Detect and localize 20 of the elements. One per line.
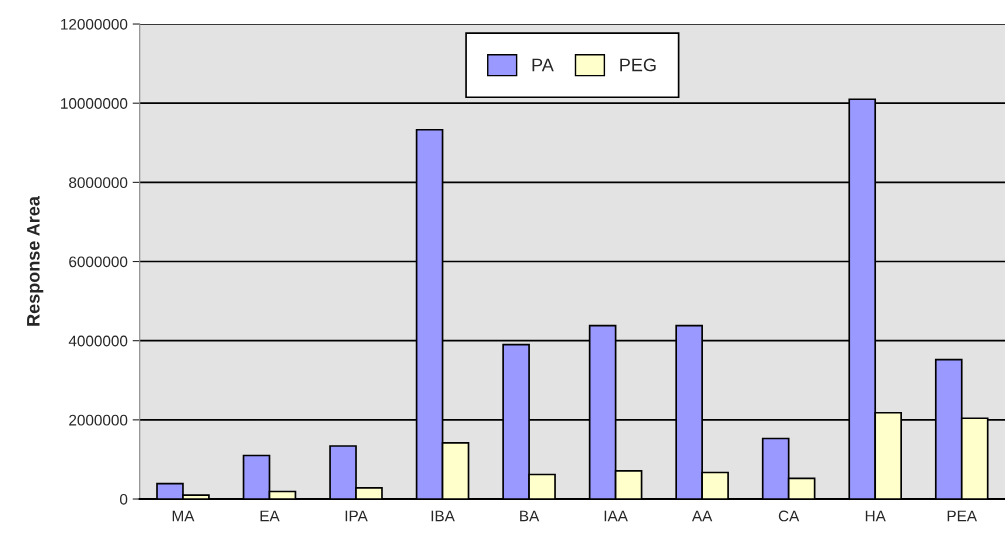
y-axis-title: Response Area xyxy=(27,196,44,326)
y-tick-label: 12000000 xyxy=(61,18,128,30)
x-tick-label: CA xyxy=(778,510,800,522)
y-tick-label: 2000000 xyxy=(69,414,128,426)
y-tick-label: 4000000 xyxy=(68,335,128,347)
x-tick-label: BA xyxy=(520,510,540,522)
legend-label: PEG xyxy=(620,58,656,72)
x-tick-label: IPA xyxy=(345,510,368,522)
x-tick-label: IAA xyxy=(604,510,628,522)
x-tick-label: HA xyxy=(865,510,886,522)
y-tick-label: 10000000 xyxy=(61,98,128,109)
legend-label: PA xyxy=(532,58,554,72)
x-tick-label: PEA xyxy=(947,510,977,522)
y-tick-label: 6000000 xyxy=(69,256,128,268)
y-tick-label: 0 xyxy=(119,493,128,505)
x-tick-label: EA xyxy=(260,510,280,522)
x-tick-label: IBA xyxy=(431,510,455,522)
x-tick-label: AA xyxy=(691,510,713,522)
y-tick-label: 8000000 xyxy=(69,177,128,189)
x-tick-label: MA xyxy=(172,510,195,522)
